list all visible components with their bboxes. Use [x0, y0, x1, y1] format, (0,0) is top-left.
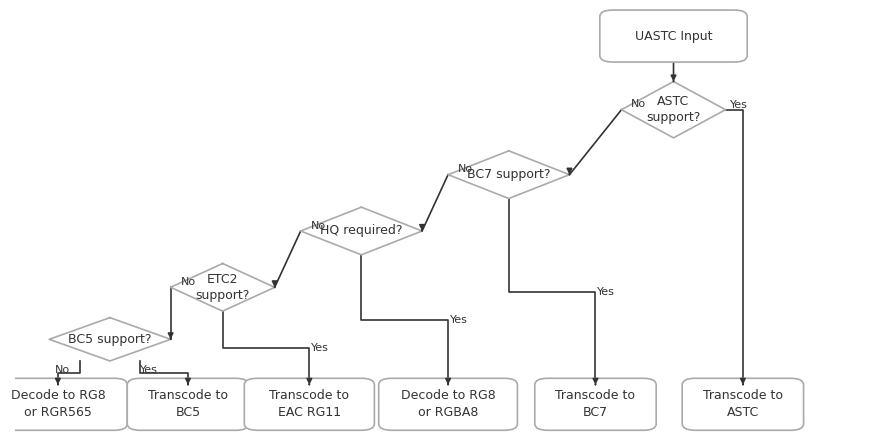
- Text: Decode to RG8
or RGR565: Decode to RG8 or RGR565: [11, 389, 105, 419]
- Text: BC5 support?: BC5 support?: [68, 333, 152, 346]
- Text: No: No: [180, 277, 195, 287]
- FancyBboxPatch shape: [0, 378, 127, 430]
- Text: Yes: Yes: [729, 100, 748, 110]
- FancyBboxPatch shape: [535, 378, 656, 430]
- FancyBboxPatch shape: [127, 378, 249, 430]
- Text: ETC2
support?: ETC2 support?: [195, 273, 250, 302]
- Text: No: No: [311, 221, 326, 231]
- Text: HQ required?: HQ required?: [321, 225, 403, 238]
- Polygon shape: [301, 207, 422, 255]
- Text: BC7 support?: BC7 support?: [467, 168, 550, 181]
- Polygon shape: [448, 151, 570, 198]
- Text: Transcode to
BC5: Transcode to BC5: [148, 389, 228, 419]
- Text: Decode to RG8
or RGBA8: Decode to RG8 or RGBA8: [401, 389, 495, 419]
- Text: Yes: Yes: [311, 343, 328, 353]
- Text: Yes: Yes: [597, 286, 615, 296]
- Text: ASTC
support?: ASTC support?: [646, 95, 701, 124]
- Text: Transcode to
ASTC: Transcode to ASTC: [703, 389, 783, 419]
- FancyBboxPatch shape: [683, 378, 804, 430]
- Text: Transcode to
BC7: Transcode to BC7: [555, 389, 636, 419]
- Text: No: No: [55, 364, 70, 375]
- Text: Yes: Yes: [140, 364, 158, 375]
- Text: Transcode to
EAC RG11: Transcode to EAC RG11: [269, 389, 350, 419]
- Text: No: No: [458, 164, 473, 174]
- Polygon shape: [622, 82, 726, 138]
- Text: UASTC Input: UASTC Input: [635, 30, 713, 43]
- Text: Yes: Yes: [449, 315, 467, 325]
- FancyBboxPatch shape: [600, 10, 747, 62]
- Polygon shape: [49, 318, 170, 361]
- FancyBboxPatch shape: [379, 378, 517, 430]
- FancyBboxPatch shape: [245, 378, 374, 430]
- Text: No: No: [631, 99, 646, 109]
- Polygon shape: [170, 263, 275, 311]
